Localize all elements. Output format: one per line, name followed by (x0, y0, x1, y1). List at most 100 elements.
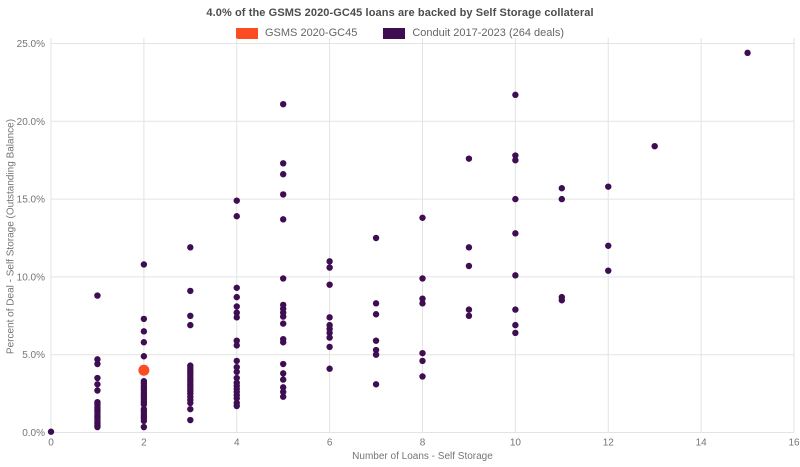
x-tick-label: 8 (420, 438, 426, 449)
data-point (419, 295, 426, 302)
x-tick-label: 4 (234, 438, 240, 449)
y-tick-label: 25.0% (17, 39, 45, 50)
data-point (558, 297, 566, 304)
data-point (279, 313, 287, 320)
data-point (744, 49, 751, 57)
data-point (233, 363, 240, 371)
data-point (279, 275, 287, 282)
x-tick-label: 0 (48, 438, 54, 449)
data-point (233, 303, 240, 310)
legend-swatch-gsms (236, 27, 258, 39)
data-point (465, 312, 473, 319)
data-point (279, 339, 287, 346)
x-tick-label: 12 (603, 438, 615, 449)
data-point (279, 388, 287, 396)
data-point (187, 416, 194, 424)
data-point (512, 91, 519, 99)
data-point (512, 152, 519, 159)
data-point (138, 364, 150, 376)
data-point (187, 399, 194, 407)
data-point (140, 423, 148, 431)
data-point (558, 195, 566, 203)
chart-title: 4.0% of the GSMS 2020-GC45 loans are bac… (206, 7, 594, 19)
data-point (372, 337, 380, 344)
data-point (279, 171, 287, 178)
x-tick-label: 2 (141, 438, 147, 449)
data-point (140, 328, 148, 335)
y-tick-label: 20.0% (17, 117, 45, 128)
data-point (187, 312, 194, 319)
data-point (512, 195, 519, 203)
data-point (47, 428, 55, 435)
data-point (465, 244, 473, 251)
data-point (279, 320, 287, 327)
data-point (140, 315, 148, 323)
data-point (140, 353, 148, 360)
data-point (512, 321, 519, 329)
data-point (279, 384, 287, 391)
data-point (279, 191, 287, 198)
data-point (558, 185, 566, 192)
data-point (326, 329, 333, 337)
data-point (512, 230, 519, 237)
data-point (465, 306, 473, 313)
data-point (187, 287, 194, 295)
data-point (233, 402, 240, 410)
y-tick-label: 0.0% (22, 428, 45, 439)
data-point (233, 309, 240, 316)
data-point (233, 368, 240, 376)
data-point (233, 284, 240, 291)
data-point (279, 216, 287, 223)
data-point (512, 272, 519, 279)
data-point (140, 401, 148, 408)
data-point (419, 373, 426, 380)
data-point (326, 334, 333, 341)
legend-swatch-conduit (383, 27, 406, 39)
x-tick-label: 6 (327, 438, 333, 449)
legend: GSMS 2020-GC45 Conduit 2017-2023 (264 de… (0, 27, 800, 39)
x-tick-label: 10 (510, 438, 522, 449)
data-point (233, 357, 240, 365)
data-point (233, 197, 240, 204)
data-point (233, 337, 240, 344)
data-point (326, 314, 333, 321)
data-point (233, 314, 240, 321)
data-point (465, 262, 473, 270)
x-tick-label: 14 (696, 438, 708, 449)
x-tick-label: 16 (788, 438, 800, 449)
data-point (94, 381, 101, 388)
data-point (233, 342, 240, 349)
data-point (326, 258, 333, 265)
data-point (140, 339, 148, 346)
data-point (605, 242, 612, 249)
y-tick-label: 5.0% (22, 350, 45, 361)
data-point (233, 213, 240, 220)
data-point (94, 374, 101, 382)
data-point (326, 264, 333, 271)
data-point (94, 292, 101, 299)
data-point (372, 351, 380, 358)
data-point (279, 360, 287, 368)
data-point (372, 346, 380, 354)
data-point (233, 395, 240, 402)
data-point (279, 100, 287, 108)
legend-label-conduit: Conduit 2017-2023 (264 deals) (412, 27, 564, 39)
data-point (419, 300, 426, 307)
legend-item-conduit: Conduit 2017-2023 (264 deals) (383, 27, 564, 39)
data-point (94, 423, 101, 431)
legend-label-gsms: GSMS 2020-GC45 (265, 27, 358, 39)
y-tick-label: 15.0% (17, 195, 45, 206)
data-point (140, 261, 148, 268)
y-tick-label: 10.0% (17, 272, 45, 283)
data-point (512, 329, 519, 337)
data-point (372, 300, 380, 307)
x-axis-title: Number of Loans - Self Storage (352, 451, 493, 462)
data-point (419, 357, 426, 365)
data-point (187, 244, 194, 251)
data-point (279, 370, 287, 377)
data-point (419, 275, 426, 282)
data-point (605, 267, 612, 274)
data-point (512, 306, 519, 313)
data-point (465, 155, 473, 162)
